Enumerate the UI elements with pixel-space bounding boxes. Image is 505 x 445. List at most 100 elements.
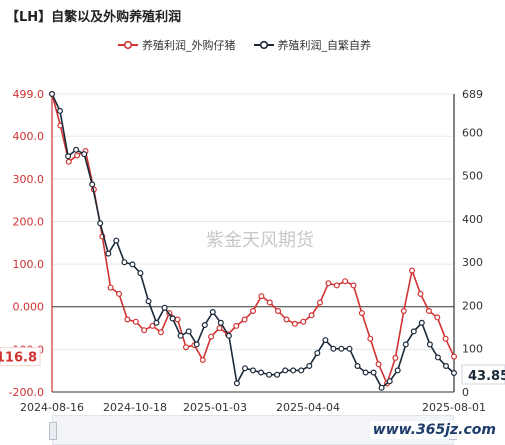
axes: 499.0400.0300.0200.0100.00.000-100.0-200… (9, 88, 486, 414)
data-point (358, 310, 365, 317)
data-point (325, 280, 332, 287)
y-right-tick-label: 100 (462, 343, 483, 356)
legend-item-purchased[interactable]: 养殖利润_外购仔猪 (118, 37, 236, 53)
y-right-tick-label: 0 (462, 386, 469, 399)
data-point (451, 353, 458, 360)
legend-label-purchased: 养殖利润_外购仔猪 (142, 39, 236, 52)
data-point (115, 290, 122, 297)
data-point (107, 284, 114, 291)
x-tick-label: 2024-10-18 (103, 401, 167, 414)
legend: 养殖利润_外购仔猪 养殖利润_自繁自养 (118, 37, 371, 53)
data-point (400, 308, 407, 315)
data-point (97, 220, 104, 227)
data-point (145, 298, 152, 305)
chart-watermark: 紫金天风期货 (206, 230, 314, 251)
data-point (121, 259, 128, 266)
legend-label-selfbred: 养殖利润_自繁自养 (277, 39, 372, 52)
data-point (74, 152, 81, 159)
data-point (183, 344, 190, 351)
data-point (208, 333, 215, 340)
data-point (132, 318, 139, 325)
data-point (199, 357, 206, 364)
data-point (177, 332, 184, 339)
data-point (350, 282, 357, 289)
grid-lines (52, 93, 454, 393)
data-point (338, 345, 345, 352)
data-point (375, 361, 382, 368)
y-right-tick-label: 600 (462, 126, 483, 139)
data-point (241, 316, 248, 323)
end-label-purchased: -116.8 (0, 347, 41, 367)
data-point (370, 369, 377, 376)
chart-title: 【LH】自繁以及外购养殖利润 (6, 10, 182, 25)
data-point (402, 341, 409, 348)
data-point (306, 363, 313, 370)
data-point (124, 316, 131, 323)
data-point (217, 319, 224, 326)
data-point (282, 367, 289, 374)
data-point (48, 90, 55, 97)
data-point (174, 316, 181, 323)
y-left-tick-label: -200.0 (9, 386, 44, 399)
end-label-selfbred-box (461, 364, 505, 385)
data-point (169, 315, 176, 322)
y-right-tick-label: 689 (462, 88, 483, 101)
data-point (185, 328, 192, 335)
data-point (283, 316, 290, 323)
data-point (409, 267, 416, 274)
data-point (216, 325, 223, 332)
y-left-tick-label: 499.0 (13, 88, 45, 101)
data-point (290, 367, 297, 374)
data-point (250, 367, 257, 374)
data-point (233, 322, 240, 329)
data-point (426, 341, 433, 348)
data-point (434, 354, 441, 361)
x-tick-label: 2025-08-01 (422, 401, 486, 414)
data-point (418, 319, 425, 326)
data-point (392, 354, 399, 361)
end-labels: -116.8 43.85 (0, 347, 505, 385)
legend-marker-selfbred-icon (253, 40, 274, 50)
y-right-tick-label: 300 (462, 256, 483, 269)
data-point (161, 304, 168, 311)
data-point (322, 337, 329, 344)
data-point (346, 345, 353, 352)
data-point (434, 314, 441, 321)
end-label-selfbred: 43.85 (461, 364, 505, 385)
data-point (362, 369, 369, 376)
data-point (298, 367, 305, 374)
data-point (425, 308, 432, 315)
data-point (65, 153, 72, 160)
y-right-tick-label: 400 (462, 213, 483, 226)
data-point (209, 309, 216, 316)
y-left-tick-label: 400.0 (13, 130, 45, 143)
data-point (266, 371, 273, 378)
data-point (410, 328, 417, 335)
data-point (314, 350, 321, 357)
data-point (330, 345, 337, 352)
data-point (274, 371, 281, 378)
data-point (157, 329, 164, 336)
end-label-selfbred-text: 43.85 (468, 369, 505, 384)
y-left-tick-label: 0.000 (13, 301, 45, 314)
data-point (258, 293, 265, 300)
data-point (242, 365, 249, 372)
data-point (141, 327, 148, 334)
data-point (149, 322, 156, 329)
data-point (333, 282, 340, 289)
data-point (89, 181, 96, 188)
data-point (442, 335, 449, 342)
x-tick-label: 2024-08-16 (20, 401, 84, 414)
series-layer (48, 90, 458, 391)
legend-item-selfbred[interactable]: 养殖利润_自繁自养 (253, 37, 372, 53)
end-label-purchased-box (0, 347, 41, 367)
data-point (367, 335, 374, 342)
data-point (73, 146, 80, 153)
data-point (65, 158, 72, 165)
data-point (137, 270, 144, 277)
zoom-handle-left[interactable] (49, 422, 57, 440)
data-point (250, 308, 257, 315)
data-point (258, 369, 265, 376)
site-watermark: www.365jz.com (369, 421, 499, 439)
y-right-tick-label: 500 (462, 170, 483, 183)
